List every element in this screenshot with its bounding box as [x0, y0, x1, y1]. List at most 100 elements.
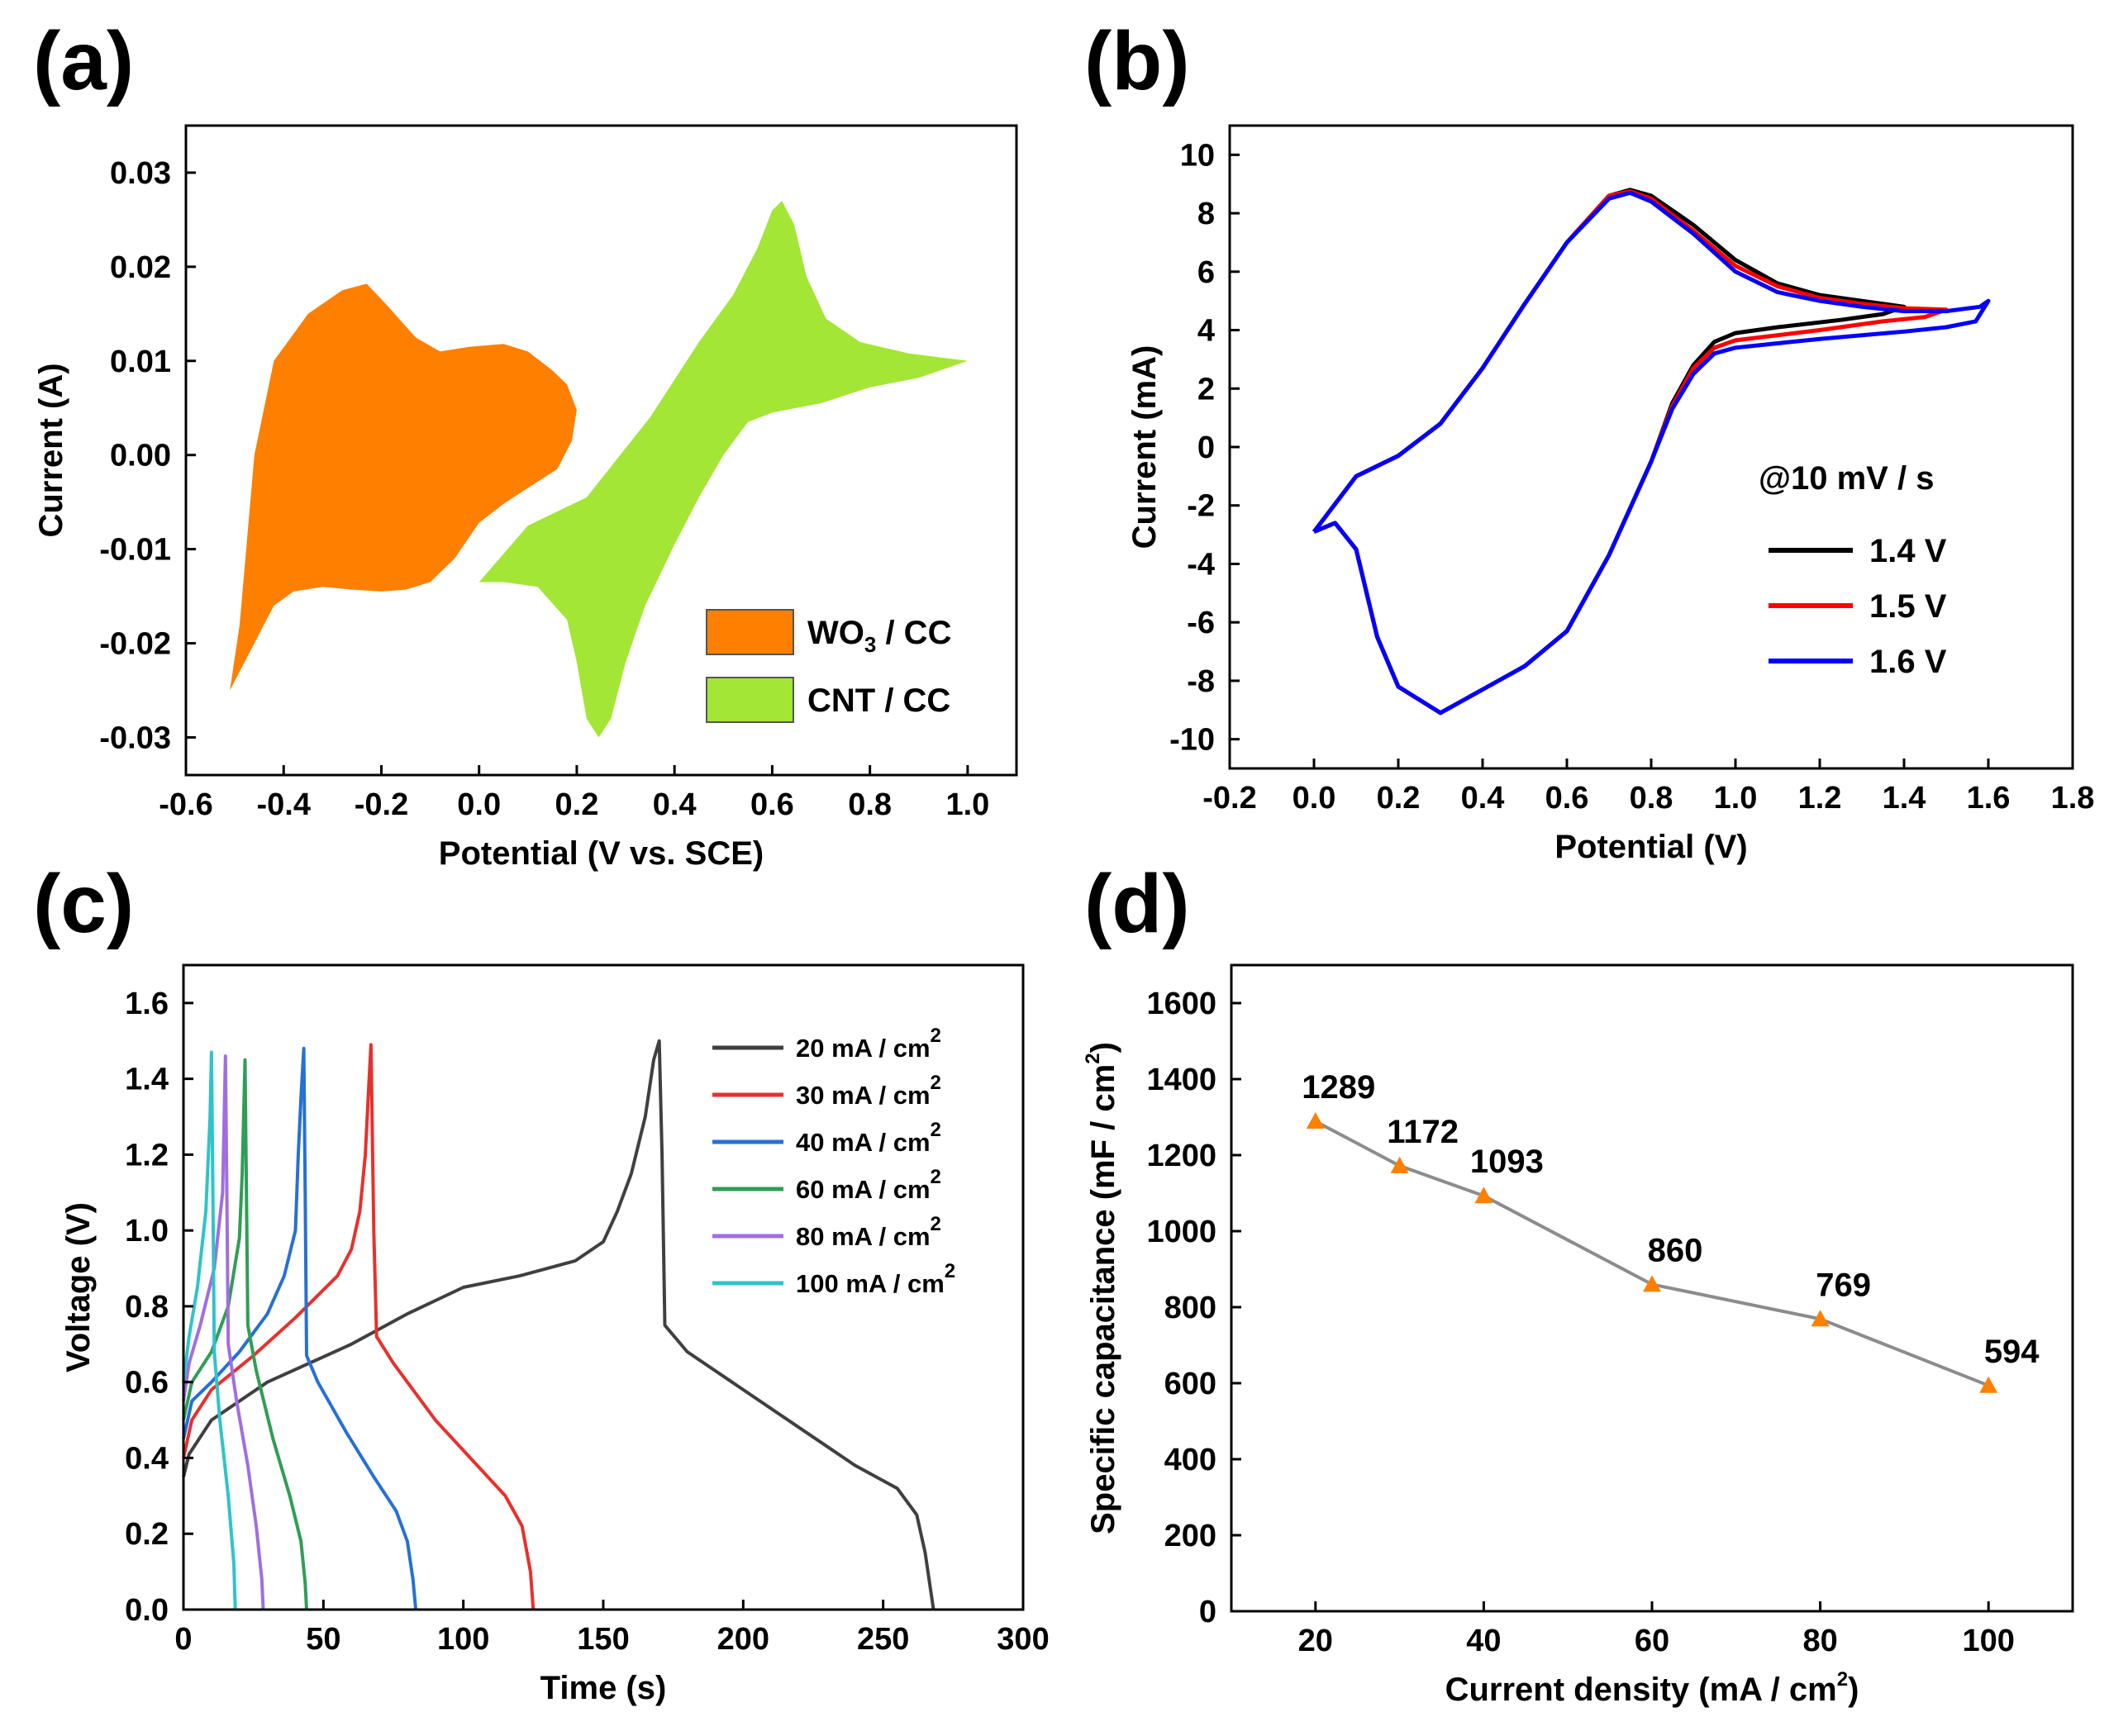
x-tick-label: 1.0: [945, 787, 989, 822]
legend-label-0-part-1: 3: [864, 632, 876, 657]
cv-curve-1: [1312, 189, 1949, 716]
panel-c: (c) 0 50 100 150 200 250 300 0.0 0.2 0.4 0.6 0.8 1.0 1…: [33, 858, 1050, 1706]
y-tick-label: 1600: [1146, 987, 1216, 1021]
capacitance-marker-4: [1811, 1310, 1830, 1327]
x-tick-label: 1.4: [1883, 781, 1926, 816]
x-tick-label: 0.2: [1377, 781, 1421, 816]
x-tick-label: 60: [1635, 1624, 1669, 1658]
panel-label-c: (c): [33, 858, 134, 950]
y-axis-title: Current (A): [33, 363, 69, 537]
x-tick-label: 0: [174, 1622, 192, 1657]
capacitance-marker-0: [1306, 1112, 1325, 1130]
y-axis-title-part-0: Specific capacitance (mF / cm: [1085, 1064, 1121, 1534]
y-tick-label: -2: [1187, 489, 1215, 524]
x-tick-label: 0.4: [1461, 781, 1505, 816]
y-tick-label: 0.00: [110, 439, 171, 473]
legend-label-0: 1.4 V: [1869, 533, 1947, 569]
x-tick-label: 0.8: [1630, 781, 1673, 816]
x-tick-label: 200: [717, 1622, 769, 1657]
y-tick-label: -0.01: [99, 533, 171, 568]
panel-a: (a) -0.6 -0.4 -0.2 0.0 0.2 0.4 0.6 0.8 1.0 -0.03 -0…: [33, 15, 1018, 872]
panel-label-d: (d): [1084, 858, 1190, 950]
legend-label-5-part-1: 2: [945, 1260, 955, 1282]
legend-label-5: 100 mA / cm2: [796, 1260, 955, 1298]
capacitance-marker-5: [1979, 1376, 1998, 1393]
gcd-curve-4: [182, 1054, 265, 1610]
legend-label-1: 30 mA / cm2: [796, 1072, 941, 1110]
legend-label-2-part-1: 2: [931, 1119, 941, 1141]
data-label-5: 594: [1984, 1334, 2040, 1370]
legend-label-1: 1.5 V: [1869, 588, 1947, 625]
data-label-2: 1093: [1470, 1144, 1544, 1180]
y-tick-label: 1.6: [125, 987, 169, 1021]
capacitance-marker-3: [1643, 1275, 1661, 1292]
y-tick-label: 0.02: [110, 250, 171, 285]
y-axis-title-part-1: 2: [1082, 1053, 1104, 1063]
y-tick-label: 8: [1197, 197, 1215, 231]
y-axis-title: Voltage (V): [60, 1202, 97, 1372]
y-tick-label: 0.6: [125, 1366, 169, 1401]
x-tick-label: 50: [306, 1622, 340, 1657]
cv-area-0: [230, 283, 577, 691]
y-axis-title: Current (mA): [1126, 345, 1163, 549]
legend-label-5-part-0: 100 mA / cm: [796, 1269, 945, 1298]
data-label-3: 860: [1648, 1232, 1703, 1268]
y-tick-label: 6: [1197, 255, 1215, 290]
x-tick-label: -0.4: [256, 787, 310, 822]
x-axis-title: Potential (V): [1554, 829, 1747, 865]
legend-label-0: 20 mA / cm2: [796, 1025, 941, 1063]
x-tick-label: 300: [997, 1622, 1049, 1657]
y-tick-label: 1200: [1146, 1139, 1216, 1173]
y-tick-label: 1.2: [125, 1138, 169, 1172]
legend-label-0-part-0: 20 mA / cm: [796, 1034, 931, 1063]
y-tick-label: 400: [1164, 1443, 1216, 1477]
y-axis-title: Specific capacitance (mF / cm2): [1082, 1042, 1121, 1534]
x-tick-label: 0.6: [750, 787, 794, 822]
panel-b: (b) -0.2 0.0 0.2 0.4 0.6 0.8 1.0 1.2 1.4 1.6 1.8 -10…: [1084, 15, 2094, 865]
gcd-curve-0: [182, 1039, 935, 1610]
legend-label-1-part-0: CNT / CC: [807, 683, 950, 719]
x-tick-label: 1.0: [1714, 781, 1758, 816]
y-tick-label: 200: [1164, 1519, 1216, 1553]
x-tick-label: 1.2: [1798, 781, 1842, 816]
y-tick-label: -8: [1187, 664, 1215, 699]
gcd-curve-2: [182, 1046, 418, 1610]
x-tick-label: -0.6: [159, 787, 212, 822]
x-tick-label: 0.8: [848, 787, 892, 822]
legend-label-1-part-1: 2: [931, 1072, 941, 1094]
y-tick-label: -4: [1187, 547, 1215, 582]
x-tick-label: 0.2: [555, 787, 599, 822]
capacitance-marker-2: [1474, 1187, 1493, 1204]
y-tick-label: 800: [1164, 1291, 1216, 1325]
legend-swatch-0: [706, 609, 794, 655]
y-tick-label: 0.2: [125, 1517, 169, 1552]
cv-curve-2: [1312, 190, 1991, 716]
x-tick-label: 100: [437, 1622, 489, 1657]
x-tick-label: 150: [577, 1622, 629, 1657]
y-tick-label: -6: [1187, 606, 1215, 640]
x-axis-title: Time (s): [540, 1670, 667, 1706]
y-tick-label: 1.4: [125, 1063, 169, 1097]
y-tick-label: 4: [1197, 314, 1215, 349]
capacitance-line: [1314, 1120, 1989, 1387]
y-tick-label: 0.0: [125, 1593, 169, 1628]
y-tick-label: 2: [1197, 372, 1215, 407]
x-axis-title-part-2: ): [1848, 1672, 1859, 1708]
gcd-curve-3: [182, 1058, 308, 1610]
x-tick-label: 0.4: [653, 787, 697, 822]
legend-label-2: 40 mA / cm2: [796, 1119, 941, 1157]
legend-label-3-part-1: 2: [931, 1166, 941, 1188]
legend-label-0-part-0: WO: [807, 615, 864, 651]
y-tick-label: 0.8: [125, 1290, 169, 1325]
gcd-curve-5: [182, 1050, 237, 1610]
legend-label-1: CNT / CC: [807, 683, 950, 719]
x-tick-label: 40: [1466, 1624, 1501, 1658]
x-axis-title-part-0: Current density (mA / cm: [1445, 1672, 1837, 1708]
cv-area-1: [478, 201, 968, 738]
y-axis-title-part-2: ): [1085, 1042, 1121, 1053]
legend-label-2: 1.6 V: [1869, 644, 1947, 680]
data-label-0: 1289: [1302, 1069, 1375, 1106]
y-tick-label: 1.0: [125, 1214, 169, 1248]
